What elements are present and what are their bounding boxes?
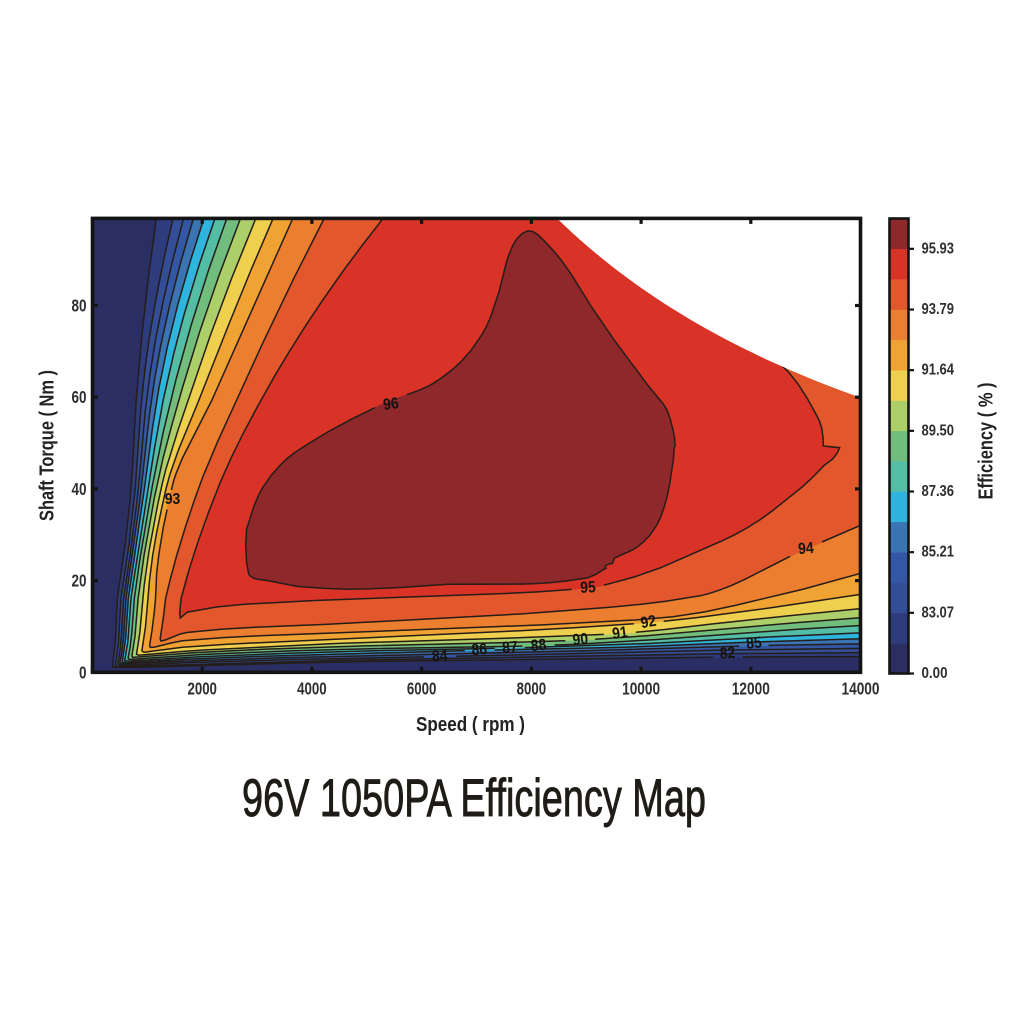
- svg-text:20: 20: [72, 571, 87, 591]
- svg-text:91: 91: [611, 624, 629, 643]
- svg-text:Speed ( rpm ): Speed ( rpm ): [416, 713, 525, 736]
- svg-text:14000: 14000: [842, 679, 880, 699]
- svg-text:0: 0: [79, 662, 87, 682]
- svg-text:94: 94: [798, 540, 815, 558]
- svg-text:91.64: 91.64: [922, 362, 955, 379]
- svg-text:83.07: 83.07: [922, 604, 955, 621]
- svg-text:85: 85: [745, 634, 762, 653]
- svg-text:6000: 6000: [407, 679, 437, 699]
- svg-text:93: 93: [165, 491, 181, 508]
- svg-text:87.36: 87.36: [922, 483, 955, 500]
- svg-text:4000: 4000: [297, 679, 327, 699]
- svg-text:40: 40: [72, 479, 87, 499]
- svg-text:82: 82: [719, 645, 736, 663]
- svg-text:0.00: 0.00: [922, 665, 948, 682]
- svg-text:89.50: 89.50: [922, 422, 955, 439]
- svg-text:2000: 2000: [187, 679, 217, 699]
- svg-text:95.93: 95.93: [922, 240, 955, 257]
- svg-text:85.21: 85.21: [922, 544, 955, 561]
- svg-text:95: 95: [580, 579, 596, 597]
- svg-text:8000: 8000: [517, 679, 547, 699]
- svg-text:86: 86: [471, 641, 488, 659]
- svg-text:87: 87: [502, 639, 519, 657]
- svg-text:80: 80: [72, 296, 87, 316]
- svg-text:12000: 12000: [732, 679, 770, 699]
- svg-text:96: 96: [382, 395, 400, 414]
- svg-text:93.79: 93.79: [922, 301, 955, 318]
- svg-text:Efficiency ( % ): Efficiency ( % ): [975, 383, 998, 500]
- svg-text:92: 92: [639, 613, 657, 632]
- svg-text:88: 88: [530, 637, 547, 655]
- svg-text:Shaft Torque ( Nm ): Shaft Torque ( Nm ): [36, 370, 59, 521]
- svg-text:84: 84: [432, 648, 448, 666]
- svg-text:10000: 10000: [622, 679, 660, 699]
- svg-text:60: 60: [72, 387, 87, 407]
- svg-text:96V 1050PA Efficiency Map: 96V 1050PA Efficiency Map: [242, 769, 706, 828]
- svg-text:90: 90: [572, 631, 589, 650]
